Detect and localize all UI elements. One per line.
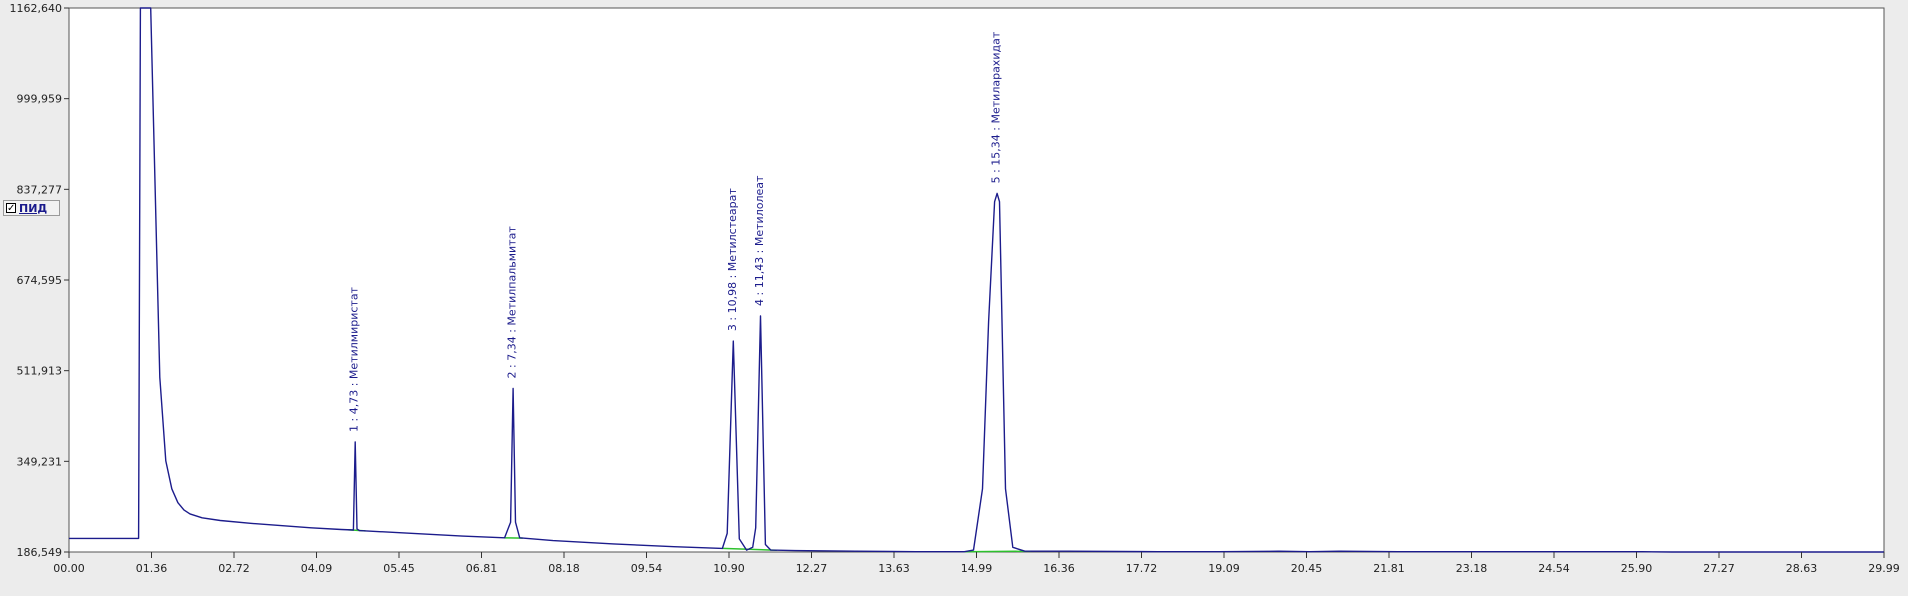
x-tick-label-2: 02.72: [218, 562, 250, 575]
y-tick-label-2: 511,913: [17, 365, 63, 378]
x-tick-label-1: 01.36: [136, 562, 168, 575]
y-tick-label-3: 674,595: [17, 274, 63, 287]
series-line-1: [69, 7, 1884, 553]
x-tick-label-17: 23.18: [1456, 562, 1488, 575]
checkbox-icon[interactable]: ✓: [6, 203, 16, 214]
x-tick-label-0: 00.00: [53, 562, 85, 575]
peak-label-5: 5 : 15,34 : Метиларахидат: [990, 31, 1003, 183]
y-tick-label-4: 837,277: [17, 183, 63, 196]
plot-area: [68, 7, 1885, 553]
baseline-segment-4: [964, 550, 1031, 553]
x-tick-label-12: 16.36: [1043, 562, 1075, 575]
x-tick-label-20: 27.27: [1703, 562, 1735, 575]
x-tick-label-3: 04.09: [301, 562, 333, 575]
x-tick-label-19: 25.90: [1621, 562, 1653, 575]
peak-label-3: 3 : 10,98 : Метилстеарат: [726, 188, 739, 331]
peak-label-1: 1 : 4,73 : Метилмиристат: [348, 286, 361, 432]
y-tick-label-6: 1162,640: [10, 2, 63, 15]
y-tick-label-5: 999,959: [17, 93, 63, 106]
x-tick-label-13: 17.72: [1126, 562, 1158, 575]
x-tick-label-21: 28.63: [1786, 562, 1818, 575]
x-tick-label-7: 09.54: [631, 562, 663, 575]
legend-pid[interactable]: ✓ ПИД: [3, 200, 60, 216]
y-tick-label-1: 349,231: [17, 455, 63, 468]
peak-label-2: 2 : 7,34 : Метилпальмитат: [506, 226, 519, 379]
x-tick-label-9: 12.27: [796, 562, 828, 575]
x-tick-label-10: 13.63: [878, 562, 910, 575]
y-tick-label-0: 186,549: [17, 546, 63, 559]
x-tick-label-16: 21.81: [1373, 562, 1405, 575]
x-tick-label-8: 10.90: [713, 562, 745, 575]
x-tick-label-15: 20.45: [1291, 562, 1323, 575]
x-tick-label-18: 24.54: [1538, 562, 1570, 575]
x-tick-label-6: 08.18: [548, 562, 580, 575]
x-tick-label-14: 19.09: [1208, 562, 1240, 575]
peak-label-4: 4 : 11,43 : Метилолеат: [753, 175, 766, 306]
x-tick-label-11: 14.99: [961, 562, 993, 575]
x-tick-label-4: 05.45: [383, 562, 415, 575]
x-tick-label-22: 29.99: [1868, 562, 1900, 575]
legend-label: ПИД: [19, 201, 48, 215]
x-tick-label-5: 06.81: [466, 562, 498, 575]
